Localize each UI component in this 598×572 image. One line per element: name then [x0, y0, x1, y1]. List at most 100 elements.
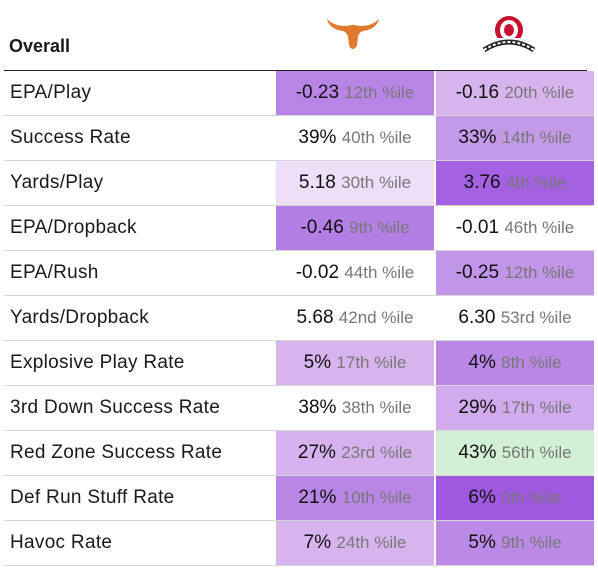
ohio-state-value-cell: 5% 9th %ile	[436, 520, 594, 566]
ohio-state-value-cell: 43% 56th %ile	[436, 430, 594, 476]
ohio-state-value-cell: 3.76 4th %ile	[436, 160, 594, 206]
stats-comparison-table: Overall EPA/Play -0.23 12th %ile -0.16 20t…	[4, 0, 594, 566]
ohio-state-value: 43%	[458, 442, 497, 463]
table-row: Yards/Dropback 5.68 42nd %ile 6.30 53rd %i…	[4, 295, 594, 341]
ohio-state-value-cell: 6% 0th %ile	[436, 475, 594, 521]
column-gap	[434, 295, 436, 341]
texas-value: -0.23	[295, 82, 340, 103]
texas-value: 7%	[303, 532, 332, 553]
stat-label: Havoc Rate	[4, 520, 276, 566]
table-header: Overall	[4, 0, 587, 71]
column-gap	[434, 430, 436, 476]
texas-value-cell: 38% 38th %ile	[276, 385, 434, 431]
table-row: Havoc Rate 7% 24th %ile 5% 9th %ile	[4, 520, 594, 566]
table-row: EPA/Rush -0.02 44th %ile -0.25 12th %ile	[4, 250, 594, 296]
texas-value-cell: 21% 10th %ile	[276, 475, 434, 521]
texas-value: -0.02	[295, 262, 340, 283]
ohio-state-percentile: 20th %ile	[504, 83, 575, 102]
texas-value-cell: -0.02 44th %ile	[276, 250, 434, 296]
column-gap	[434, 71, 436, 116]
texas-percentile: 24th %ile	[336, 533, 407, 552]
ohio-state-value-cell: -0.25 12th %ile	[436, 250, 594, 296]
ohio-state-value-cell: 29% 17th %ile	[436, 385, 594, 431]
ohio-state-value: 5%	[468, 532, 496, 553]
ohio-state-percentile: 9th %ile	[501, 533, 562, 552]
texas-value: 21%	[298, 487, 337, 508]
table-row: 3rd Down Success Rate 38% 38th %ile 29% 17…	[4, 385, 594, 431]
stat-label: EPA/Dropback	[4, 205, 276, 251]
ohio-state-percentile: 8th %ile	[501, 353, 562, 372]
ohio-state-value: 3.76	[463, 172, 501, 193]
ohio-state-logo-icon	[480, 14, 538, 63]
ohio-state-percentile: 17th %ile	[501, 398, 572, 417]
column-gap	[434, 385, 436, 431]
ohio-state-value: 6%	[468, 487, 496, 508]
column-gap	[434, 250, 436, 296]
column-gap	[434, 160, 436, 206]
texas-percentile: 30th %ile	[341, 173, 412, 192]
ohio-state-value-cell: -0.16 20th %ile	[436, 71, 594, 116]
stat-label: Success Rate	[4, 115, 276, 161]
stat-label: Red Zone Success Rate	[4, 430, 276, 476]
stat-label: Def Run Stuff Rate	[4, 475, 276, 521]
texas-percentile: 9th %ile	[349, 218, 410, 237]
table-row: Yards/Play 5.18 30th %ile 3.76 4th %ile	[4, 160, 594, 206]
column-gap	[434, 115, 436, 161]
texas-value-cell: 5% 17th %ile	[276, 340, 434, 386]
ohio-state-percentile: 0th %ile	[501, 488, 562, 507]
ohio-state-percentile: 56th %ile	[501, 443, 572, 462]
stat-label: EPA/Play	[4, 71, 276, 116]
ohio-state-value-cell: -0.01 46th %ile	[436, 205, 594, 251]
texas-percentile: 40th %ile	[341, 128, 412, 147]
table-row: EPA/Dropback -0.46 9th %ile -0.01 46th %il…	[4, 205, 594, 251]
stat-label: 3rd Down Success Rate	[4, 385, 276, 431]
texas-percentile: 12th %ile	[344, 83, 415, 102]
texas-percentile: 42nd %ile	[338, 308, 414, 327]
texas-value-cell: -0.46 9th %ile	[276, 205, 434, 251]
stat-label: EPA/Rush	[4, 250, 276, 296]
ohio-state-percentile: 14th %ile	[501, 128, 572, 147]
table-row: Success Rate 39% 40th %ile 33% 14th %ile	[4, 115, 594, 161]
ohio-state-value-cell: 33% 14th %ile	[436, 115, 594, 161]
texas-value: 38%	[298, 397, 337, 418]
ohio-state-value: 4%	[468, 352, 496, 373]
texas-percentile: 10th %ile	[341, 488, 412, 507]
texas-value-cell: 5.18 30th %ile	[276, 160, 434, 206]
texas-value-cell: -0.23 12th %ile	[276, 71, 434, 116]
stat-label: Yards/Play	[4, 160, 276, 206]
texas-value: -0.46	[300, 217, 344, 238]
ohio-state-percentile: 12th %ile	[504, 263, 575, 282]
stats-table: EPA/Play -0.23 12th %ile -0.16 20th %ile Su…	[4, 71, 594, 566]
column-gap	[434, 520, 436, 566]
stat-label: Yards/Dropback	[4, 295, 276, 341]
ohio-state-percentile: 4th %ile	[505, 173, 567, 192]
texas-value: 5.18	[298, 172, 336, 193]
column-gap	[434, 475, 436, 521]
texas-value: 39%	[298, 127, 337, 148]
ohio-state-value: 29%	[458, 397, 497, 418]
texas-value: 27%	[297, 442, 336, 463]
ohio-state-value-cell: 6.30 53rd %ile	[436, 295, 594, 341]
ohio-state-value: 6.30	[458, 307, 496, 328]
table-title: Overall	[9, 36, 71, 56]
table-row: Red Zone Success Rate 27% 23rd %ile 43% 56…	[4, 430, 594, 476]
texas-value-cell: 7% 24th %ile	[276, 520, 434, 566]
ohio-state-value: -0.01	[455, 217, 500, 238]
texas-value: 5%	[303, 352, 332, 373]
table-row: Explosive Play Rate 5% 17th %ile 4% 8th %i…	[4, 340, 594, 386]
ohio-state-percentile: 53rd %ile	[500, 308, 572, 327]
column-gap	[434, 340, 436, 386]
texas-value: 5.68	[296, 307, 334, 328]
ohio-state-percentile: 46th %ile	[504, 218, 575, 237]
ohio-state-value: -0.16	[455, 82, 500, 103]
ohio-state-value-cell: 4% 8th %ile	[436, 340, 594, 386]
longhorn-logo-icon	[326, 14, 380, 55]
texas-value-cell: 39% 40th %ile	[276, 115, 434, 161]
ohio-state-value: -0.25	[455, 262, 500, 283]
table-row: EPA/Play -0.23 12th %ile -0.16 20th %ile	[4, 71, 594, 116]
texas-percentile: 44th %ile	[344, 263, 415, 282]
stat-label: Explosive Play Rate	[4, 340, 276, 386]
texas-percentile: 17th %ile	[336, 353, 407, 372]
texas-percentile: 23rd %ile	[341, 443, 413, 462]
column-gap	[434, 205, 436, 251]
